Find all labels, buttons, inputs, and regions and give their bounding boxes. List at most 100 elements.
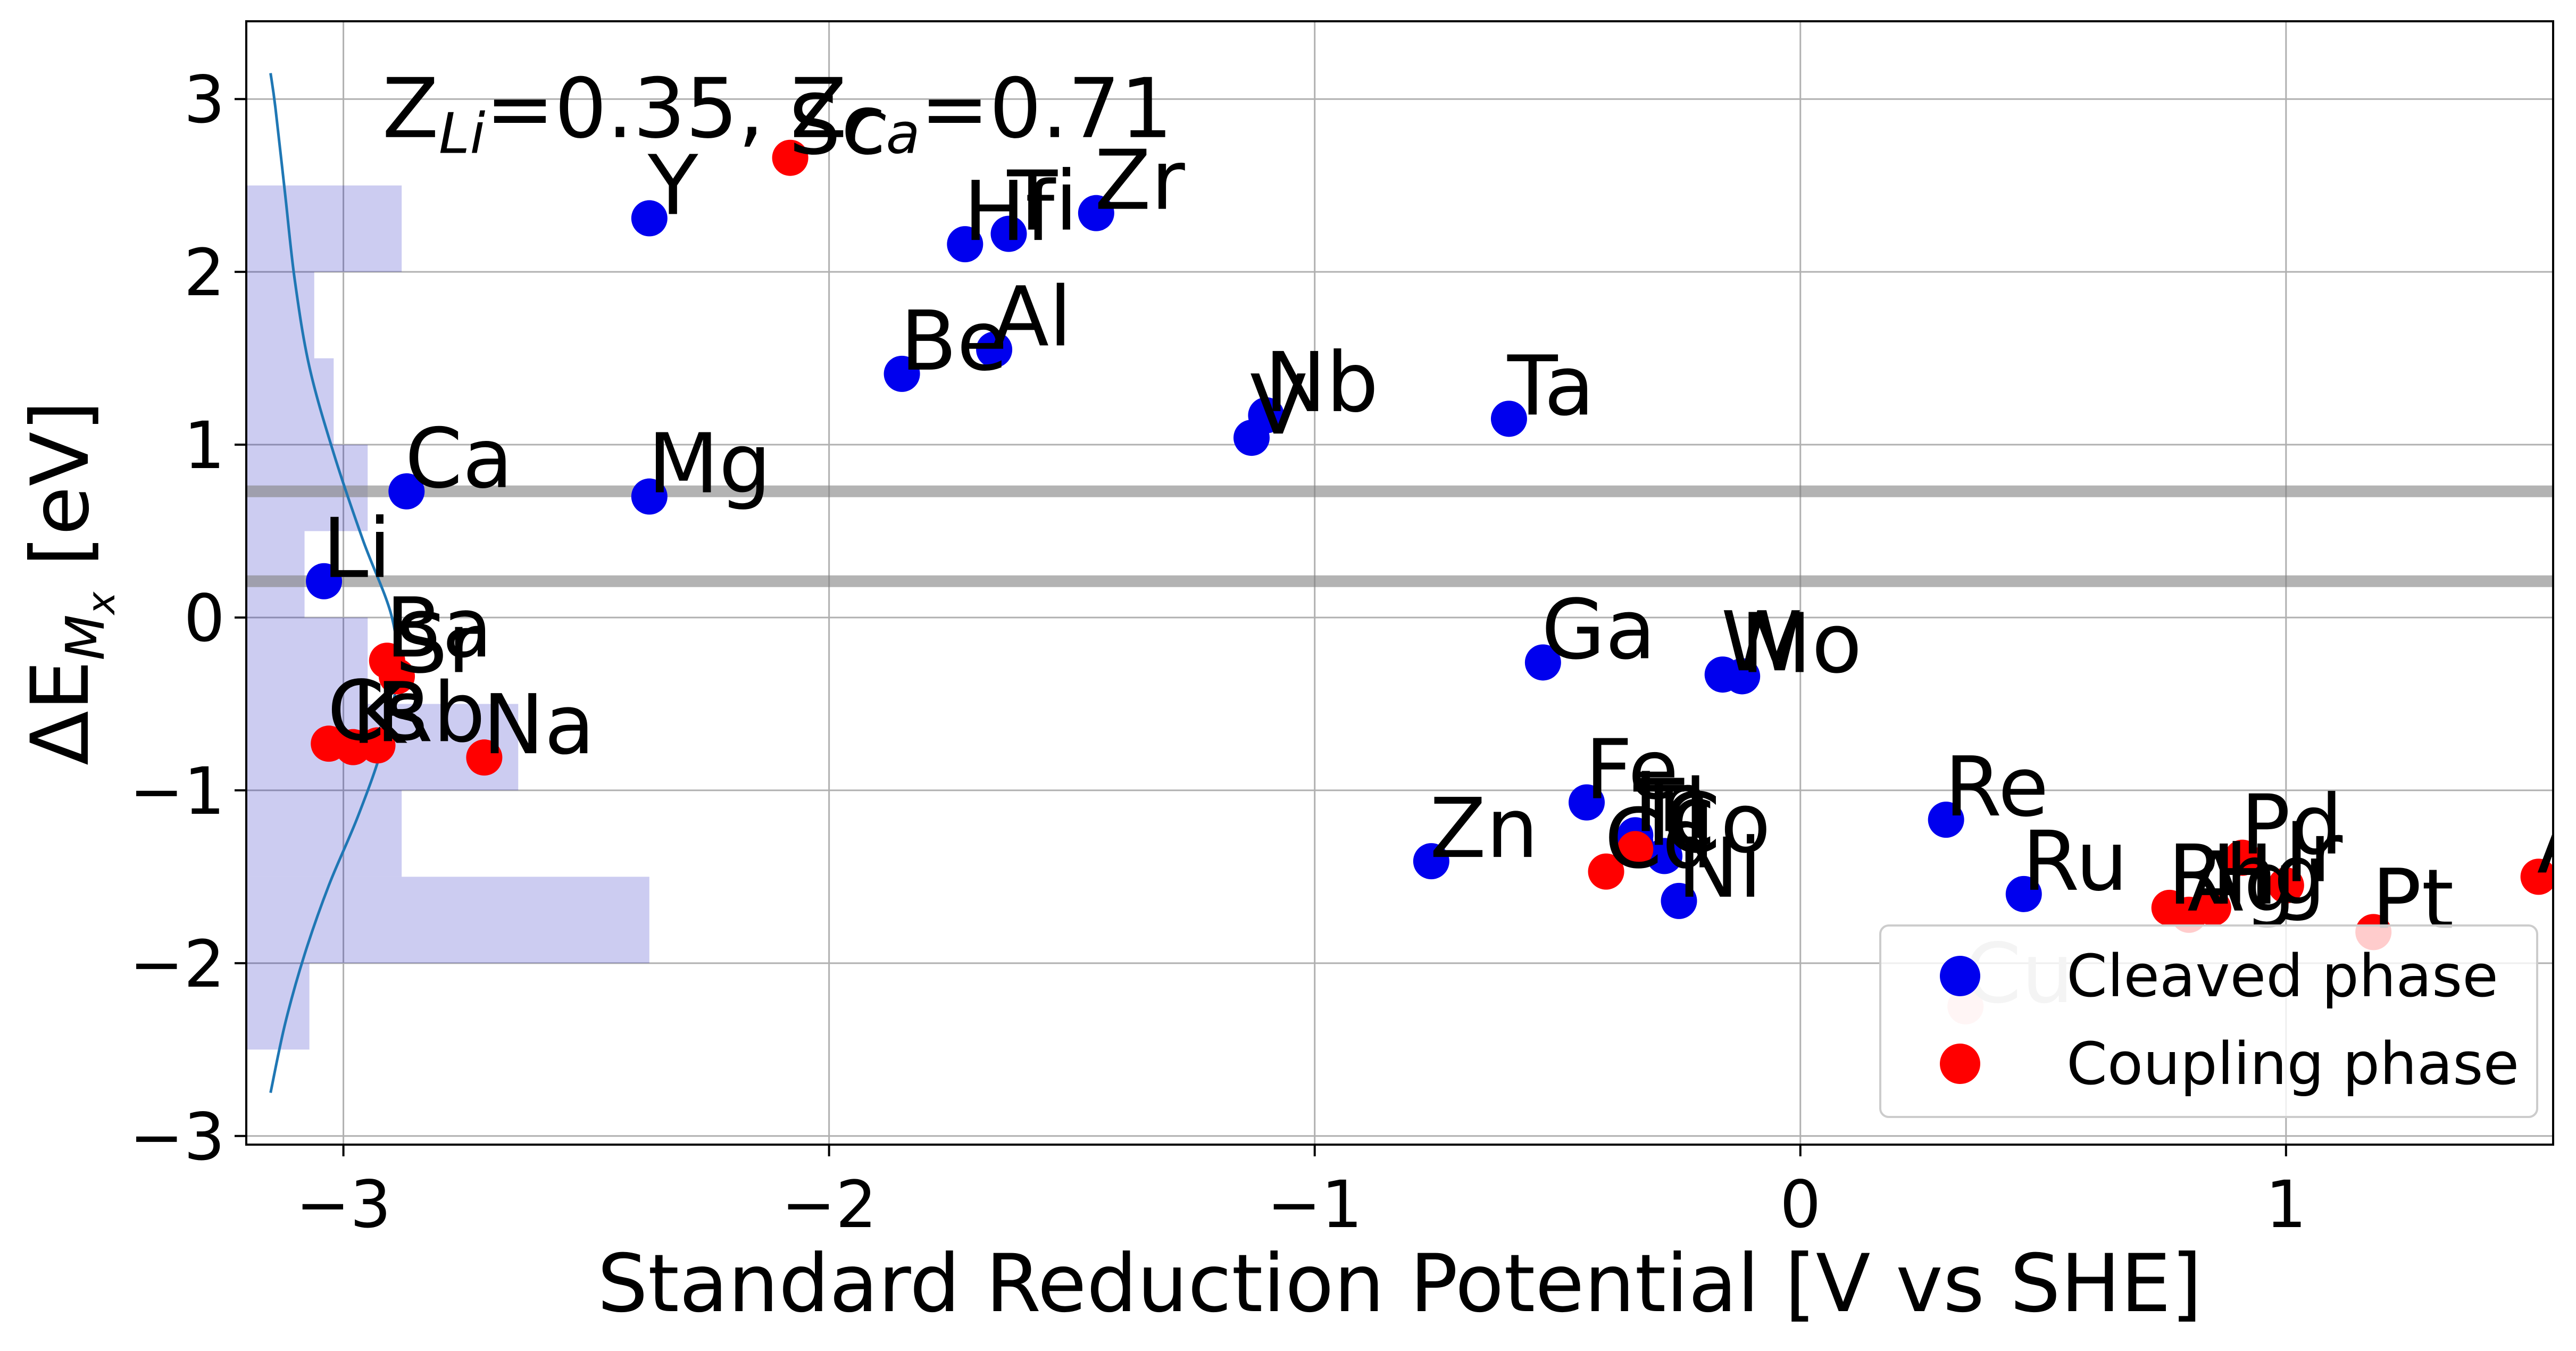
point-label-mg: Mg (648, 416, 771, 512)
histogram-bar (246, 531, 305, 618)
histogram-bar (246, 617, 368, 704)
histogram-bar (246, 877, 649, 963)
data-point-nb (1248, 397, 1285, 433)
point-label-sc: Sc (789, 77, 887, 173)
point-label-rb: Rb (376, 664, 486, 761)
y-tick-label: −1 (129, 754, 225, 829)
point-label-zr: Zr (1095, 132, 1185, 229)
point-label-hf: Hf (963, 163, 1056, 260)
point-label-mo: Mo (1740, 595, 1862, 691)
histogram-bar (246, 963, 310, 1050)
point-label-ca: Ca (405, 411, 513, 507)
data-point-ti (990, 215, 1027, 252)
point-label-cs: Cs (327, 663, 428, 759)
y-tick-label: 2 (184, 235, 225, 311)
x-tick-label: −2 (781, 1167, 877, 1242)
data-point-zn (1413, 843, 1449, 880)
plot-frame (245, 20, 2554, 1146)
point-label-na: Na (482, 677, 595, 773)
data-point-y (631, 200, 668, 237)
density-curve (269, 73, 399, 1094)
data-point-sc (772, 139, 808, 176)
data-point-hg (2195, 889, 2231, 926)
point-label-zn: Zn (1430, 780, 1538, 877)
threshold-lines (246, 485, 2553, 587)
point-label-tl: Tl (1633, 761, 1707, 857)
x-tick-label: 1 (2265, 1167, 2307, 1242)
histogram-bar (246, 272, 314, 358)
histogram-bar (246, 790, 402, 877)
point-label-w: W (1721, 594, 1803, 690)
point-label-pd: Pd (2241, 777, 2343, 873)
data-point-ir (2267, 867, 2304, 904)
data-point-co (1646, 838, 1683, 874)
point-label-au: Au (2537, 796, 2576, 892)
x-tick-label: −1 (1267, 1167, 1363, 1242)
histogram-bar (246, 185, 402, 272)
data-point-na (466, 739, 503, 776)
y-tick-label: −2 (129, 927, 225, 1002)
data-point-ga (1524, 644, 1561, 681)
point-label-be: Be (901, 293, 1008, 389)
y-tick-label: −3 (129, 1099, 225, 1175)
point-label-ag: Ag (2187, 834, 2296, 930)
point-label-re: Re (1945, 739, 2049, 835)
point-label-li: Li (322, 501, 391, 597)
histogram-bar (246, 358, 334, 445)
data-point-pd (2224, 839, 2261, 876)
x-axis-label: Standard Reduction Potential [V vs SHE] (597, 1238, 2202, 1330)
data-point-au (2520, 858, 2553, 895)
point-label-y: Y (647, 137, 698, 233)
data-point-zr (1078, 195, 1114, 231)
data-point-li (306, 563, 343, 599)
data-point-mo (1724, 658, 1761, 695)
y-tick-label: 1 (184, 408, 225, 483)
legend-label: Cleaved phase (2066, 942, 2498, 1010)
legend-box (1879, 924, 2538, 1118)
axis-labels: Standard Reduction Potential [V vs SHE] Δ… (14, 401, 2202, 1330)
x-axis-ticks: −3 −2 −1 0 1 (296, 1145, 2307, 1242)
point-label-ir: Ir (2285, 805, 2343, 901)
point-label-ni: Ni (1678, 820, 1762, 916)
point-label-rh: Rh (2168, 827, 2278, 923)
data-point-be (883, 355, 920, 392)
point-label-k: K (352, 666, 407, 763)
y-axis-label-group: ΔEMx [eV] (14, 401, 123, 765)
data-point-cd (1588, 853, 1624, 890)
point-label-nb: Nb (1264, 335, 1378, 431)
data-point-re (1928, 802, 1964, 838)
legend-label: Coupling phase (2066, 1030, 2519, 1098)
data-point-al (976, 331, 1013, 368)
y-axis-label: ΔEMx [eV] (14, 401, 123, 765)
point-label-in: In (1633, 754, 1710, 850)
point-label-co: Co (1663, 775, 1771, 871)
point-label-v: V (1250, 357, 1306, 453)
point-label-ru: Ru (2022, 813, 2128, 910)
point-label-fe: Fe (1585, 722, 1679, 818)
x-tick-label: −3 (296, 1167, 391, 1242)
legend-marker (1940, 956, 1980, 996)
annotation-text: ZLi=0.35, ZCa=0.71 (382, 61, 1173, 166)
data-point-mg (631, 478, 668, 515)
x-tick-label: 0 (1780, 1167, 1821, 1242)
data-point-rb (359, 727, 396, 764)
data-point-fe (1569, 784, 1605, 821)
annotation: ZLi=0.35, ZCa=0.71 (382, 61, 1173, 166)
y-tick-label: 3 (184, 62, 225, 138)
data-point-hf (947, 226, 983, 263)
data-point-ta (1490, 401, 1527, 437)
data-point-sr (379, 658, 415, 695)
point-label-cd: Cd (1605, 791, 1715, 887)
histogram-bars (246, 185, 649, 1050)
data-point-tc (1617, 831, 1654, 868)
legend-marker (1940, 1044, 1980, 1084)
y-tick-label: 0 (184, 581, 225, 656)
data-point-ru (2005, 875, 2042, 912)
point-label-tc: Tc (1633, 768, 1715, 864)
y-axis-ticks: −3 −2 −1 0 1 2 3 (129, 62, 246, 1175)
point-label-sr: Sr (395, 595, 481, 691)
legend: Cleaved phase Coupling phase (1879, 924, 2538, 1118)
